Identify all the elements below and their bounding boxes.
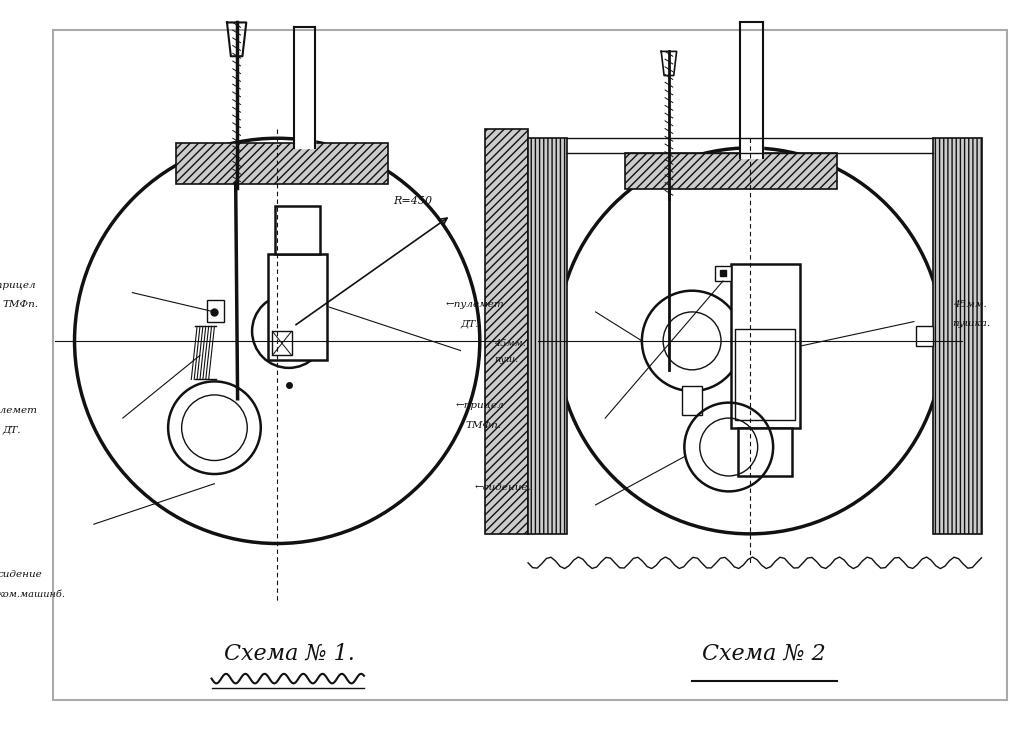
Polygon shape [484,128,528,534]
Bar [275,206,319,254]
Text: Схема № 2: Схема № 2 [701,642,825,664]
Text: ТМФп.: ТМФп. [465,420,502,430]
Circle shape [75,138,480,544]
Text: 45мм.: 45мм. [952,300,986,309]
Bar [272,331,292,356]
Bar [915,326,933,346]
Text: ←прицел: ←прицел [0,281,36,290]
Circle shape [252,295,326,368]
Polygon shape [662,51,677,75]
Circle shape [642,291,742,391]
Bar [735,329,796,420]
Polygon shape [294,27,314,148]
Polygon shape [625,153,837,189]
Text: R=450: R=450 [393,196,432,206]
Text: ком.машинб.: ком.машинб. [0,590,66,599]
Text: ДТ.: ДТ. [461,320,479,328]
Text: пулемет: пулемет [0,407,38,415]
Bar [682,386,701,415]
Text: пушка.: пушка. [952,320,991,328]
Polygon shape [740,23,764,158]
Bar [715,266,731,281]
Text: ДТ.: ДТ. [2,426,20,434]
Polygon shape [176,143,388,184]
Text: ←прицел: ←прицел [456,402,504,410]
Polygon shape [528,138,566,534]
Text: ←пулемет: ←пулемет [446,300,505,309]
Bar [731,264,800,428]
Text: Схема № 1.: Схема № 1. [224,642,355,664]
Bar [207,300,224,322]
Bar [738,428,793,476]
Bar [267,254,328,360]
Text: пуш.: пуш. [495,355,518,364]
Text: сидение: сидение [0,570,42,580]
Circle shape [557,148,943,534]
Polygon shape [933,138,982,534]
Polygon shape [227,23,247,56]
Text: 45мм.: 45мм. [495,339,526,347]
Text: ТМФп.: ТМФп. [2,300,38,309]
Text: ←сидение.: ←сидение. [475,483,531,493]
